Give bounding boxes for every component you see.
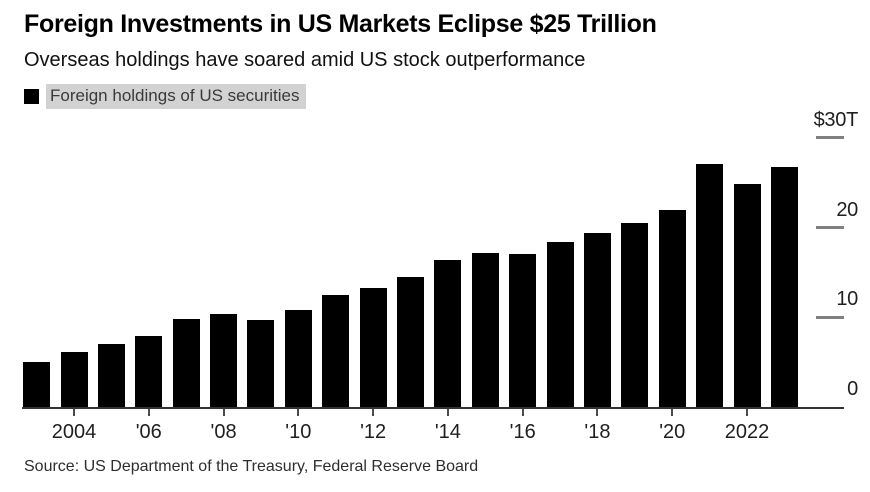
x-tick-mark [596,409,599,416]
x-tick-mark [372,409,375,416]
legend: Foreign holdings of US securities [24,84,307,109]
bar-2022 [733,183,761,407]
bar-2020 [658,209,686,407]
bar-2008 [210,313,238,407]
x-tick-mark [73,409,75,416]
x-tick-mark [222,409,225,416]
x-tick-mark [746,409,749,416]
bar-2017 [546,242,574,407]
chart-subtitle: Overseas holdings have soared amid US st… [24,49,586,71]
bar-2005 [97,344,125,407]
chart-title: Foreign Investments in US Markets Eclips… [24,10,657,38]
bar-2010 [284,310,312,407]
y-tick-label: 0 [847,378,858,400]
y-tick-mark [816,136,844,140]
x-tick-label: '20 [659,421,686,443]
bar-2011 [322,294,350,407]
x-tick-label: '12 [360,421,387,443]
bar-2009 [247,320,275,407]
x-tick-mark [297,409,300,416]
bar-2003 [23,362,51,407]
x-axis-line [22,407,844,409]
bar-2019 [621,223,649,407]
x-tick-mark [671,409,674,416]
x-tick-label: '16 [509,421,536,443]
bar-2018 [583,233,611,407]
bar-2007 [172,319,200,407]
x-tick-mark [147,409,150,416]
bar-2021 [696,163,724,407]
y-tick-mark [816,315,844,319]
bar-2012 [359,287,387,407]
bar-2013 [397,276,424,407]
x-tick-label: '06 [135,421,162,443]
bar-2016 [509,253,537,407]
bar-2023 [770,166,798,407]
x-tick-mark [521,409,524,416]
x-tick-label: 2022 [724,421,770,443]
x-tick-label: '10 [285,421,312,443]
y-tick-mark [816,226,844,230]
y-tick-label: $30T [813,108,859,131]
x-tick-label: '18 [584,421,611,443]
y-tick-label: 20 [836,198,858,221]
x-tick-mark [446,409,449,416]
bar-2015 [471,252,499,407]
x-tick-label: '14 [434,421,461,443]
legend-label: Foreign holdings of US securities [46,84,307,109]
bar-2006 [135,336,163,407]
legend-swatch-icon [24,89,39,104]
bar-2014 [434,259,462,407]
y-tick-label: 10 [836,288,858,311]
x-tick-label: 2004 [51,421,97,443]
source-note: Source: US Department of the Treasury, F… [24,458,479,475]
x-tick-label: '08 [210,421,237,443]
bar-2004 [60,352,88,407]
